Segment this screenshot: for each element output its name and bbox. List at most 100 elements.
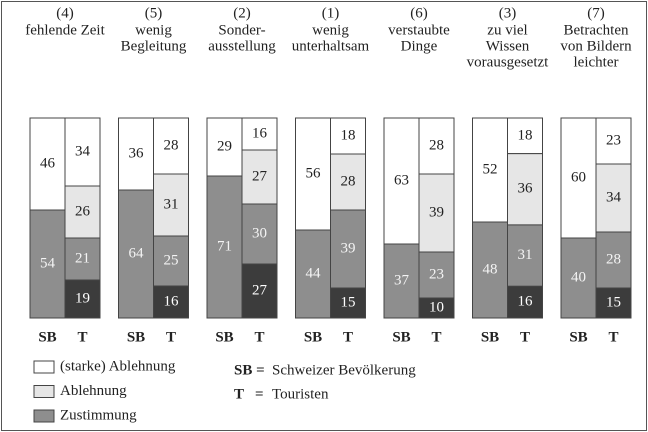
column-label: SB xyxy=(481,329,499,345)
bar-segment xyxy=(241,263,278,319)
segment-label: 28 xyxy=(606,251,621,267)
legend-label: (starke) Ablehnung xyxy=(60,358,176,374)
bar-segment xyxy=(241,203,278,265)
group-number: (5) xyxy=(145,5,163,21)
segment-label: 23 xyxy=(606,132,621,148)
segment-label: 18 xyxy=(518,127,533,143)
group-label: verstaubte xyxy=(388,22,450,38)
segment-label: 39 xyxy=(341,240,356,256)
group-label: Begleitung xyxy=(121,38,187,54)
column-label: T xyxy=(431,329,441,345)
segment-label: 37 xyxy=(394,272,410,288)
column-label: SB xyxy=(569,329,587,345)
segment-label: 31 xyxy=(164,196,179,212)
bar-segment xyxy=(118,117,154,191)
column-label: SB xyxy=(127,329,145,345)
key-abbr: T xyxy=(234,386,244,402)
legend-swatch xyxy=(33,360,55,374)
group-label: leichter xyxy=(574,54,619,70)
key-text: Touristen xyxy=(272,386,329,402)
group-label: ausstellung xyxy=(208,38,276,54)
column-label: SB xyxy=(304,329,322,345)
bar-segment xyxy=(118,189,154,319)
segment-label: 26 xyxy=(75,203,91,219)
bar-segment xyxy=(418,251,455,299)
bar-segment xyxy=(29,209,66,319)
segment-label: 27 xyxy=(252,168,268,184)
bar-segment xyxy=(595,163,632,233)
column-label: SB xyxy=(215,329,233,345)
group-label: von Bildern xyxy=(560,38,632,54)
segment-label: 64 xyxy=(129,245,145,261)
segment-label: 15 xyxy=(606,294,621,310)
group-number: (7) xyxy=(587,5,605,21)
group-label: Wissen xyxy=(486,38,530,54)
key-abbr: SB = xyxy=(234,362,265,378)
bar-segment xyxy=(241,149,278,205)
segment-label: 18 xyxy=(341,127,356,143)
segment-label: 60 xyxy=(571,169,586,185)
column-label: SB xyxy=(38,329,56,345)
segment-label: 16 xyxy=(518,294,534,310)
column-label: T xyxy=(166,329,176,345)
group-label: Sonder- xyxy=(218,22,265,38)
bar-segment xyxy=(153,235,189,287)
bar-segment xyxy=(64,279,101,319)
segment-label: 56 xyxy=(306,165,322,181)
legend-swatch xyxy=(33,385,55,398)
bar-segment xyxy=(418,297,455,319)
group-number: (4) xyxy=(56,5,74,21)
bar-segment xyxy=(241,117,278,151)
segment-label: 36 xyxy=(129,145,145,161)
bar-segment xyxy=(330,287,366,319)
group-label: wenig xyxy=(135,22,172,38)
group-number: (2) xyxy=(233,5,251,21)
segment-label: 31 xyxy=(518,247,533,263)
column-label: T xyxy=(608,329,618,345)
segment-label: 54 xyxy=(40,255,56,271)
segment-label: 48 xyxy=(483,261,498,277)
segment-label: 40 xyxy=(571,269,586,285)
segment-label: 34 xyxy=(606,189,622,205)
segment-label: 21 xyxy=(75,250,90,266)
legend-label: Zustimmung xyxy=(60,407,137,423)
column-label: T xyxy=(343,329,353,345)
segment-label: 19 xyxy=(75,290,90,306)
bar-segment xyxy=(560,237,597,319)
segment-label: 52 xyxy=(483,161,498,177)
bar-segment xyxy=(507,117,543,155)
bar-segment xyxy=(206,175,243,319)
segment-label: 30 xyxy=(252,225,267,241)
group-label: Dinge xyxy=(401,38,438,54)
segment-label: 16 xyxy=(164,293,180,309)
segment-label: 25 xyxy=(164,252,179,268)
segment-label: 44 xyxy=(306,265,322,281)
segment-label: 10 xyxy=(429,299,444,315)
bar-segment xyxy=(383,243,420,319)
group-label: unterhaltsam xyxy=(292,38,370,54)
segment-label: 71 xyxy=(217,238,232,254)
bar-segment xyxy=(472,117,508,223)
bar-segment xyxy=(64,117,101,187)
column-label: T xyxy=(520,329,530,345)
segment-label: 15 xyxy=(341,294,356,310)
segment-label: 29 xyxy=(217,138,232,154)
bar-segment xyxy=(153,117,189,175)
bar-segment xyxy=(507,285,543,319)
bar-segment xyxy=(418,117,455,175)
group-label: zu viel xyxy=(487,22,527,38)
key-eq: = xyxy=(255,386,264,402)
segment-label: 16 xyxy=(252,125,268,141)
segment-label: 28 xyxy=(429,137,444,153)
segment-label: 28 xyxy=(341,173,356,189)
segment-label: 27 xyxy=(252,282,268,298)
segment-label: 46 xyxy=(40,155,56,171)
bar-segment xyxy=(560,117,597,239)
bar-segment xyxy=(64,185,101,239)
bar-segment xyxy=(595,117,632,165)
group-label: wenig xyxy=(312,22,349,38)
bar-segment xyxy=(330,153,366,211)
group-label: fehlende Zeit xyxy=(25,22,105,38)
